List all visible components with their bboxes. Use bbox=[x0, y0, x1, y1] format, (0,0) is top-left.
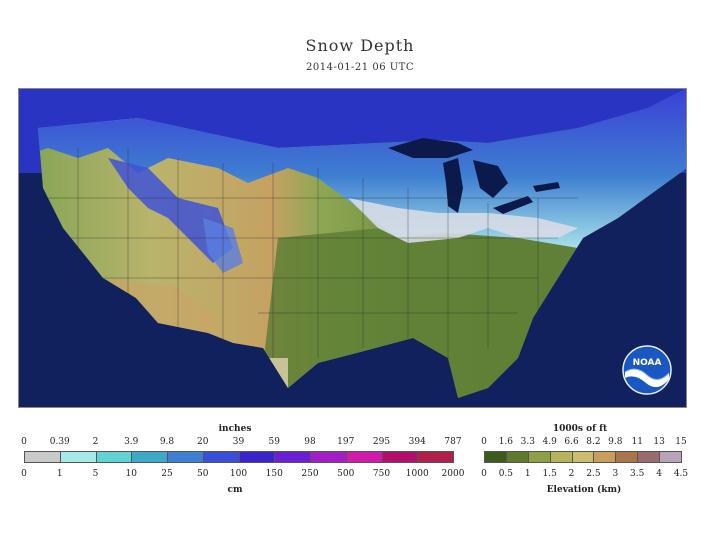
snow-legend-title-inches: inches bbox=[218, 424, 252, 434]
snow-legend-title-cm: cm bbox=[227, 485, 243, 495]
snow-legend-bottom-label: 10 bbox=[125, 469, 137, 479]
elevation-legend-title-ft: 1000s of ft bbox=[552, 424, 608, 434]
map-timestamp: 2014-01-21 06 UTC bbox=[306, 62, 414, 73]
noaa-logo-text: NOAA bbox=[633, 358, 662, 368]
snow-legend-bottom-label: 750 bbox=[372, 469, 391, 479]
lake-ontario bbox=[533, 182, 560, 192]
elevation-legend-swatch bbox=[549, 451, 573, 463]
snow-legend-swatch bbox=[310, 451, 347, 463]
map-title: Snow Depth bbox=[305, 36, 415, 55]
snow-legend-bottom-label: 500 bbox=[337, 469, 355, 479]
elevation-legend-top-label: 1.6 bbox=[498, 437, 514, 447]
elevation-legend-bottom-label: 4.5 bbox=[673, 469, 689, 479]
snow-legend-top-label: 197 bbox=[337, 437, 355, 447]
elevation-legend-bottom-label: 2.5 bbox=[586, 469, 601, 479]
snow-legend-bottom-label: 150 bbox=[265, 469, 283, 479]
snow-legend-swatch bbox=[167, 451, 204, 463]
elevation-legend-bottom-label: 4 bbox=[656, 469, 662, 479]
lake-huron bbox=[473, 160, 508, 198]
elevation-legend-bottom-label: 1 bbox=[524, 469, 531, 479]
map-frame bbox=[18, 88, 687, 408]
snow-legend-top-label: 59 bbox=[268, 437, 280, 447]
elevation-legend-bottom-label: 3 bbox=[612, 469, 619, 479]
elevation-legend-top-label: 8.2 bbox=[586, 437, 601, 447]
snow-legend-swatch bbox=[238, 451, 276, 463]
elevation-legend-swatch bbox=[659, 451, 682, 463]
southwest-desert bbox=[108, 278, 218, 338]
snow-legend-bottom-label: 2000 bbox=[441, 469, 465, 479]
elevation-legend-title-km: Elevation (km) bbox=[546, 485, 622, 495]
elevation-legend-top-label: 3.3 bbox=[520, 437, 535, 447]
snow-legend-swatch bbox=[381, 451, 419, 463]
light-snow-edge bbox=[348, 198, 578, 243]
elevation-legend-swatch bbox=[637, 451, 661, 463]
elevation-legend-swatch bbox=[615, 451, 639, 463]
elevation-legend-bottom-label: 3.5 bbox=[630, 469, 645, 479]
snow-legend-top-label: 98 bbox=[304, 437, 316, 447]
snow-legend-top-label: 295 bbox=[372, 437, 391, 447]
snow-legend-swatch bbox=[345, 451, 383, 463]
snow-depth-map bbox=[18, 88, 687, 408]
snow-legend-bottom-label: 250 bbox=[301, 469, 319, 479]
snow-legend-bottom-label: 50 bbox=[197, 469, 209, 479]
snow-legend-swatch bbox=[131, 451, 168, 463]
lake-erie bbox=[493, 196, 533, 214]
snow-legend-bottom-label: 100 bbox=[229, 469, 248, 479]
snow-legend-swatch bbox=[417, 451, 454, 463]
snow-legend-bottom-label: 1000 bbox=[405, 469, 429, 479]
snow-legend-top-label: 9.8 bbox=[159, 437, 175, 447]
snow-legend-top-label: 394 bbox=[408, 437, 426, 447]
snow-legend-top-label: 2 bbox=[92, 437, 99, 447]
snow-legend-top-label: 0.39 bbox=[49, 437, 70, 447]
snow-legend-top-label: 20 bbox=[197, 437, 209, 447]
elevation-legend-swatch bbox=[505, 451, 529, 463]
elevation-legend-top-label: 11 bbox=[631, 437, 643, 447]
noaa-logo: NOAA bbox=[622, 345, 672, 395]
snow-legend-bottom-label: 25 bbox=[161, 469, 173, 479]
elevation-legend-bottom-label: 2 bbox=[568, 469, 575, 479]
elevation-legend-swatch bbox=[571, 451, 595, 463]
elevation-legend-top-label: 15 bbox=[675, 437, 687, 447]
snow-legend-top-label: 3.9 bbox=[124, 437, 139, 447]
elevation-legend-bottom-label: 1.5 bbox=[542, 469, 557, 479]
elevation-legend-bottom-label: 0 bbox=[481, 469, 487, 479]
elevation-legend-top-label: 6.6 bbox=[564, 437, 579, 447]
elevation-legend-swatch bbox=[484, 451, 507, 463]
snow-legend-swatch bbox=[202, 451, 240, 463]
snow-legend-top-label: 787 bbox=[444, 437, 462, 447]
state-boundaries bbox=[48, 148, 578, 368]
snow-legend-top-label: 39 bbox=[232, 437, 245, 447]
elevation-legend-top-label: 9.8 bbox=[608, 437, 623, 447]
elevation-legend-bottom-label: 0.5 bbox=[498, 469, 514, 479]
lake-superior bbox=[388, 138, 473, 158]
elevation-legend-swatch bbox=[527, 451, 551, 463]
elevation-legend-top-label: 4.9 bbox=[542, 437, 557, 447]
snow-legend-swatch bbox=[274, 451, 311, 463]
snow-legend-swatch bbox=[24, 451, 61, 463]
snow-legend-swatch bbox=[95, 451, 133, 463]
snow-legend-bottom-label: 5 bbox=[92, 469, 99, 479]
rockies-snow bbox=[108, 158, 233, 263]
snow-legend-bottom-label: 1 bbox=[56, 469, 63, 479]
elevation-legend-top-label: 13 bbox=[653, 437, 665, 447]
snow-legend-bottom-label: 0 bbox=[21, 469, 27, 479]
snow-legend-swatch bbox=[59, 451, 97, 463]
snow-legend-top-label: 0 bbox=[21, 437, 27, 447]
elevation-legend-top-label: 0 bbox=[481, 437, 487, 447]
elevation-legend-swatch bbox=[593, 451, 617, 463]
